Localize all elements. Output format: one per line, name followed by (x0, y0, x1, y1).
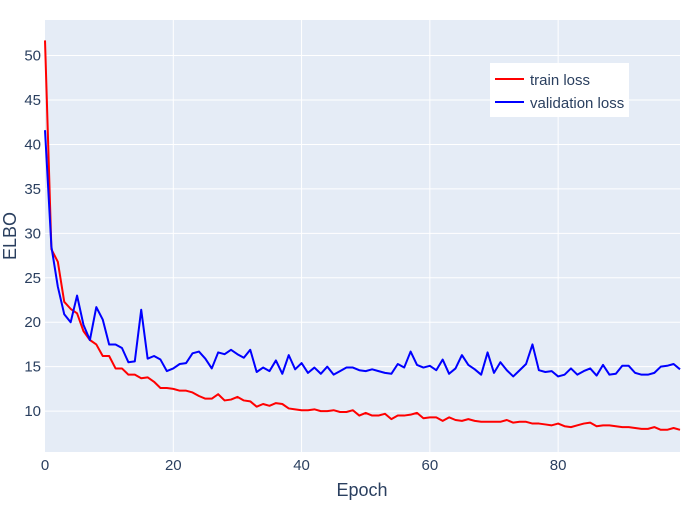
y-gridlines (45, 55, 680, 412)
x-axis-label: Epoch (336, 480, 387, 500)
y-tick-label: 35 (24, 181, 41, 198)
series-layer (44, 40, 681, 431)
legend-label-validation: validation loss (530, 95, 624, 112)
y-tick-label: 25 (24, 270, 41, 287)
x-tick-labels: 0 20 40 60 80 (41, 457, 567, 474)
train-loss-line (44, 40, 681, 431)
x-tick-label: 40 (293, 457, 310, 474)
x-tick-label: 20 (165, 457, 182, 474)
legend: train loss validation loss (490, 63, 629, 117)
y-tick-label: 45 (24, 92, 41, 109)
y-tick-label: 10 (24, 403, 41, 420)
x-tick-label: 80 (550, 457, 567, 474)
y-tick-label: 15 (24, 359, 41, 376)
validation-loss-line (44, 130, 681, 378)
legend-label-train: train loss (530, 72, 590, 89)
y-tick-label: 30 (24, 225, 41, 242)
x-tick-label: 0 (41, 457, 49, 474)
y-tick-label: 40 (24, 136, 41, 153)
x-tick-label: 60 (422, 457, 439, 474)
legend-box (490, 63, 629, 117)
y-tick-label: 20 (24, 314, 41, 331)
y-tick-labels: 10 15 20 25 30 35 40 45 50 (24, 48, 41, 421)
y-axis-label: ELBO (0, 212, 20, 260)
y-tick-label: 50 (24, 48, 41, 65)
